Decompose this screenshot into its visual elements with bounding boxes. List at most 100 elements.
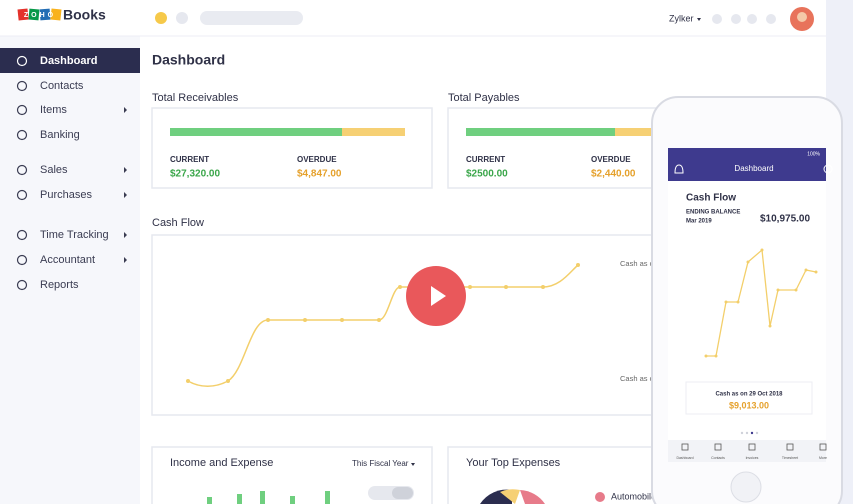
card-title: Income and Expense [170, 457, 273, 469]
nav-item[interactable]: Purchases [16, 189, 128, 201]
amount: $4,847.00 [297, 169, 342, 180]
tab[interactable]: Invoices [746, 443, 759, 460]
nav-icon [16, 104, 28, 116]
tabs: Dashboard Contacts Invoices Timesheet More [676, 443, 827, 460]
label: OVERDUE [591, 155, 631, 164]
legend-dot [595, 492, 605, 502]
tab[interactable]: Timesheet [782, 443, 798, 460]
organization[interactable]: Zylker [669, 13, 694, 23]
nav-label: Dashboard [40, 55, 97, 67]
progress-overdue [615, 128, 665, 136]
cash-on-value: $9,013.00 [729, 400, 769, 410]
tab[interactable]: More [819, 443, 827, 460]
card-title: Cash Flow [152, 217, 204, 229]
ending-date: Mar 2019 [686, 219, 712, 225]
tab-icon [786, 443, 794, 451]
window-dot [176, 12, 188, 24]
ending-label: ENDING BALANCE [686, 210, 740, 216]
legend-label: Automobile [611, 491, 656, 501]
logo: ZOHO Books [17, 7, 106, 23]
refresh-icon[interactable] [823, 164, 833, 174]
nav-icon [16, 254, 28, 266]
toggle-knob [392, 487, 413, 499]
tab-icon [681, 443, 689, 451]
donut [520, 490, 545, 504]
header-icon[interactable] [766, 14, 776, 24]
caret [697, 18, 701, 21]
card-title: Your Top Expenses [466, 457, 561, 469]
window-dot [155, 12, 167, 24]
card [447, 446, 689, 504]
nav-label: Contacts [40, 80, 84, 92]
label: CURRENT [170, 155, 209, 164]
phone-header [668, 148, 826, 181]
tab-icon [819, 443, 827, 451]
tab-label: Invoices [746, 456, 759, 460]
nav-label: Sales [40, 164, 68, 176]
card [447, 107, 689, 189]
tab[interactable]: Contacts [711, 443, 725, 460]
tab-label: Dashboard [676, 456, 693, 460]
phone-dots [704, 248, 818, 358]
nav-item[interactable]: Time Tracking [16, 229, 128, 241]
amount: $27,320.00 [170, 169, 220, 180]
bell-icon[interactable] [674, 164, 684, 174]
nav-arrow [124, 232, 127, 238]
progress-overdue [342, 128, 405, 136]
logo-product: Books [63, 7, 106, 23]
nav-icon [16, 164, 28, 176]
card-title: Total Receivables [152, 92, 239, 104]
nav-icon [16, 80, 28, 92]
tab-bar [668, 440, 826, 462]
active-nav [0, 48, 140, 73]
nav-label: Banking [40, 129, 80, 141]
battery: 100% [807, 151, 820, 157]
nav-item[interactable]: Contacts [16, 80, 84, 92]
progress-current [466, 128, 615, 136]
nav-icon [16, 229, 28, 241]
progress-current [170, 128, 342, 136]
cash-label: Cash as o [620, 374, 654, 383]
nav-arrow [124, 167, 127, 173]
tab[interactable]: Dashboard [676, 443, 694, 460]
label: CURRENT [466, 155, 505, 164]
nav-label: Reports [40, 279, 79, 291]
donut [500, 489, 520, 504]
nav-icon [16, 279, 28, 291]
ending-value: $10,975.00 [760, 214, 810, 225]
nav-item[interactable]: Dashboard [16, 55, 98, 67]
home-button[interactable] [730, 471, 762, 503]
phone-summary [685, 381, 813, 415]
nav-item[interactable]: Banking [16, 129, 80, 141]
nav-label: Time Tracking [40, 229, 109, 241]
card [151, 107, 433, 189]
phone-card-title: Cash Flow [686, 193, 736, 204]
amount: $2,440.00 [591, 169, 636, 180]
period-select[interactable]: This Fiscal Year [352, 459, 409, 468]
caret [411, 463, 415, 466]
nav-arrow [124, 107, 127, 113]
nav-item[interactable]: Sales [16, 164, 128, 176]
card [151, 234, 673, 416]
tab-label: Timesheet [782, 456, 798, 460]
search-bar[interactable] [200, 11, 303, 25]
logo-mark: ZOHO [24, 12, 56, 19]
amount: $2500.00 [466, 169, 508, 180]
tab-icon [748, 443, 756, 451]
header-icon[interactable] [731, 14, 741, 24]
nav-item[interactable]: Accountant [16, 254, 128, 266]
nav-item[interactable]: Reports [16, 279, 80, 291]
nav-icon [16, 129, 28, 141]
nav: Dashboard Contacts Items Banking Sales Purcha… [16, 55, 128, 291]
nav-item[interactable]: Items [16, 104, 128, 116]
avatar-face [797, 12, 807, 22]
line-dots [186, 263, 580, 383]
header-icon[interactable] [747, 14, 757, 24]
card-title: Total Payables [448, 92, 520, 104]
cash-label: Cash as o [620, 259, 654, 268]
pager [740, 431, 759, 435]
label: OVERDUE [297, 155, 337, 164]
header-icon[interactable] [712, 14, 722, 24]
tab-label: Contacts [711, 456, 725, 460]
